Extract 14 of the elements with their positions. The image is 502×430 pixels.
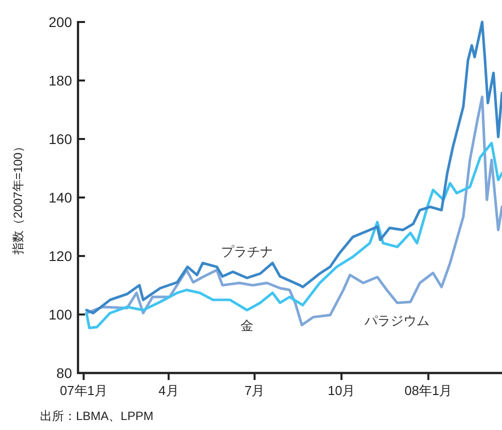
y-tick-label: 200	[48, 14, 72, 30]
y-tick-label: 100	[48, 306, 72, 322]
y-tick-label: 140	[48, 190, 72, 206]
y-tick-label: 160	[48, 131, 72, 147]
x-tick-label: 7月	[244, 383, 265, 398]
x-tick-label: 10月	[328, 383, 356, 398]
x-tick-label: 07年1月	[60, 383, 108, 398]
y-tick-label: 120	[48, 248, 72, 264]
text: 出所：LBMA、LPPM	[40, 409, 154, 423]
x-tick-label: 08年1月	[404, 383, 452, 398]
x-tick-label: 4月	[158, 383, 179, 398]
y-tick-label: 80	[56, 365, 72, 381]
y-axis-title: 指数（2007年=100）	[11, 140, 25, 256]
y-tick-label: 180	[48, 72, 72, 88]
